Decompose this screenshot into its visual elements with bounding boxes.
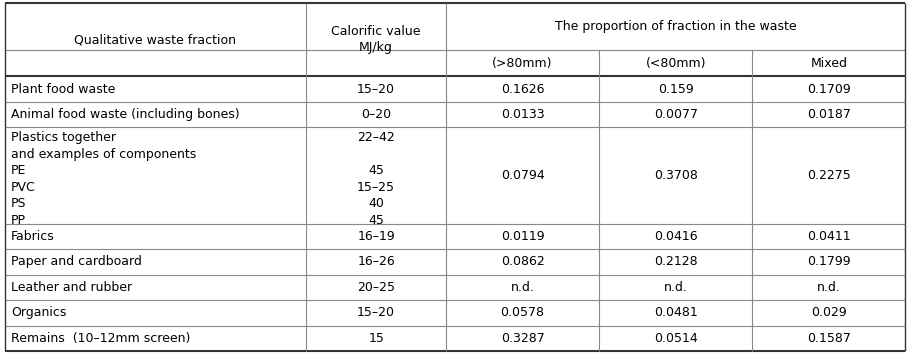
Text: 0.0077: 0.0077 [653, 108, 698, 121]
Text: (<80mm): (<80mm) [645, 57, 706, 70]
Text: Leather and rubber: Leather and rubber [11, 281, 132, 294]
Text: n.d.: n.d. [511, 281, 534, 294]
Text: n.d.: n.d. [817, 281, 841, 294]
Text: 0.0119: 0.0119 [501, 230, 544, 243]
Text: 20–25: 20–25 [357, 281, 395, 294]
Text: n.d.: n.d. [663, 281, 688, 294]
Text: 22–42

45
15–25
40
45: 22–42 45 15–25 40 45 [357, 131, 395, 227]
Text: 0.2128: 0.2128 [654, 256, 698, 268]
Text: Calorific value
MJ/kg: Calorific value MJ/kg [331, 25, 421, 55]
Text: Remains  (10–12mm screen): Remains (10–12mm screen) [11, 332, 190, 345]
Text: 16–19: 16–19 [358, 230, 395, 243]
Text: Paper and cardboard: Paper and cardboard [11, 256, 142, 268]
Text: 0.3287: 0.3287 [501, 332, 544, 345]
Text: Qualitative waste fraction: Qualitative waste fraction [75, 33, 237, 46]
Text: 0.0187: 0.0187 [807, 108, 851, 121]
Text: The proportion of fraction in the waste: The proportion of fraction in the waste [555, 20, 796, 33]
Text: 15–20: 15–20 [357, 82, 395, 96]
Text: 0.0133: 0.0133 [501, 108, 544, 121]
Text: 15–20: 15–20 [357, 307, 395, 319]
Text: 0–20: 0–20 [361, 108, 391, 121]
Text: 0.3708: 0.3708 [653, 169, 698, 182]
Text: Mixed: Mixed [811, 57, 847, 70]
Text: 0.1587: 0.1587 [807, 332, 851, 345]
Text: 0.1799: 0.1799 [807, 256, 851, 268]
Text: 0.1709: 0.1709 [807, 82, 851, 96]
Text: Organics: Organics [11, 307, 66, 319]
Text: Animal food waste (including bones): Animal food waste (including bones) [11, 108, 239, 121]
Text: 0.0481: 0.0481 [654, 307, 698, 319]
Text: 0.0411: 0.0411 [807, 230, 851, 243]
Text: 0.159: 0.159 [658, 82, 693, 96]
Text: 0.029: 0.029 [811, 307, 846, 319]
Text: 0.2275: 0.2275 [807, 169, 851, 182]
Text: 0.1626: 0.1626 [501, 82, 544, 96]
Text: (>80mm): (>80mm) [492, 57, 552, 70]
Text: Fabrics: Fabrics [11, 230, 55, 243]
Text: Plastics together
and examples of components
PE
PVC
PS
PP: Plastics together and examples of compon… [11, 131, 197, 227]
Text: 0.0794: 0.0794 [501, 169, 544, 182]
Text: 0.0514: 0.0514 [654, 332, 698, 345]
Text: 0.0578: 0.0578 [501, 307, 544, 319]
Text: Plant food waste: Plant food waste [11, 82, 116, 96]
Text: 0.0416: 0.0416 [654, 230, 698, 243]
Text: 0.0862: 0.0862 [501, 256, 544, 268]
Text: 15: 15 [369, 332, 384, 345]
Text: 16–26: 16–26 [358, 256, 395, 268]
